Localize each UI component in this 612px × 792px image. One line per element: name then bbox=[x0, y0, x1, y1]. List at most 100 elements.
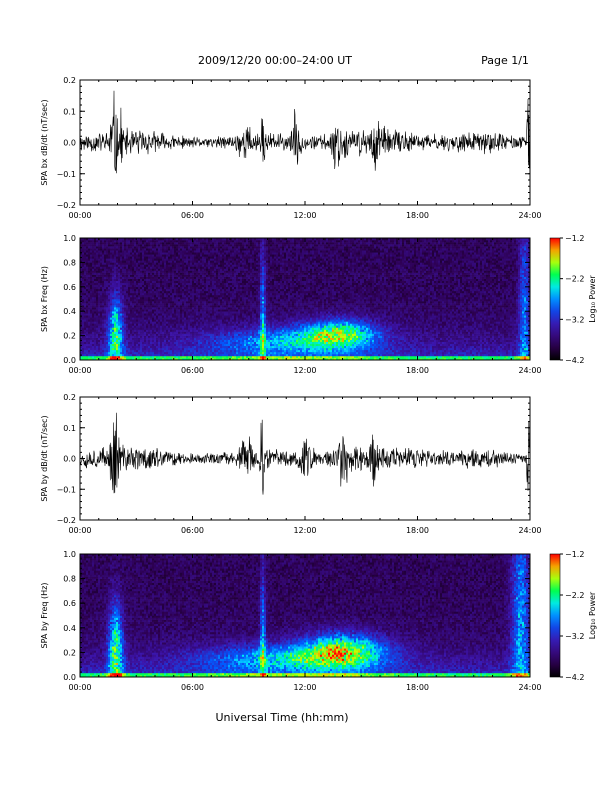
bx-spectrogram-cell bbox=[216, 266, 219, 269]
bx-spectrogram-cell bbox=[192, 250, 195, 253]
bx-spectrogram-cell bbox=[82, 315, 85, 318]
bx-spectrogram-cell bbox=[160, 268, 163, 271]
bx-spectrogram-cell bbox=[86, 315, 89, 318]
bx-spectrogram-cell bbox=[236, 341, 239, 345]
bx-spectrogram-cell bbox=[232, 341, 235, 345]
bx-spectrogram-cell bbox=[104, 274, 107, 277]
bx-spectrogram-cell bbox=[148, 274, 151, 277]
bx-spectrogram-cell bbox=[166, 276, 169, 279]
bx-spectrogram-cell bbox=[96, 272, 99, 275]
bx-spectrogram-cell bbox=[104, 288, 107, 292]
bx-spectrogram-cell bbox=[188, 280, 191, 284]
bx-spectrogram-cell bbox=[130, 270, 133, 273]
bx-spectrogram-cell bbox=[216, 351, 219, 355]
bx-spectrogram-cell bbox=[124, 260, 127, 263]
bx-spectrogram-cell bbox=[194, 276, 197, 279]
bx-spectrogram-cell bbox=[204, 351, 207, 355]
bx-spectrogram-cell bbox=[214, 347, 217, 351]
bx-spectrogram-cell bbox=[98, 319, 101, 322]
bx-spectrogram-cell bbox=[230, 357, 233, 361]
bx-spectrogram-cell bbox=[222, 282, 225, 286]
bx-spectrogram-cell bbox=[236, 282, 239, 286]
bx-spectrogram-cell bbox=[94, 280, 97, 284]
bx-spectrogram-cell bbox=[182, 351, 185, 355]
bx-spectrogram-cell bbox=[208, 284, 211, 288]
bx-spectrogram-cell bbox=[134, 357, 137, 361]
bx-spectrogram-cell bbox=[144, 284, 147, 288]
bx-spectrogram-cell bbox=[124, 244, 127, 247]
bx-spectrogram-cell bbox=[108, 288, 111, 292]
bx-spectrogram-cell bbox=[86, 339, 89, 342]
bx-spectrogram-cell bbox=[180, 272, 183, 275]
bx-spectrogram-cell bbox=[204, 347, 207, 351]
bx-spectrogram-cell bbox=[162, 248, 165, 251]
bx-spectrogram-cell bbox=[240, 288, 243, 292]
bx-spectrogram-cell bbox=[92, 242, 95, 245]
bx-spectrogram-cell bbox=[124, 343, 127, 347]
bx-spectrogram-cell bbox=[234, 333, 237, 336]
bx-spectrogram-cell bbox=[92, 353, 95, 357]
bx-spectrogram-cell bbox=[104, 311, 107, 314]
bx-spectrogram-cell bbox=[138, 252, 141, 255]
bx-spectrogram-cell bbox=[90, 248, 93, 251]
bx-spectrogram-cell bbox=[196, 284, 199, 288]
bx-spectrogram-cell bbox=[232, 256, 235, 259]
bx-spectrogram-cell bbox=[202, 264, 205, 267]
bx-spectrogram-cell bbox=[114, 341, 117, 345]
bx-spectrogram-cell bbox=[144, 294, 147, 298]
bx-spectrogram-cell bbox=[240, 268, 243, 271]
bx-spectrogram-cell bbox=[184, 307, 187, 310]
bx-spectrogram-cell bbox=[102, 353, 105, 357]
bx-spectrogram-cell bbox=[98, 268, 101, 271]
bx-spectrogram-cell bbox=[84, 254, 87, 257]
bx-spectrogram-cell bbox=[118, 305, 121, 308]
bx-spectrogram-cell bbox=[108, 268, 111, 271]
bx-spectrogram-cell bbox=[240, 353, 243, 357]
bx-spectrogram-cell bbox=[152, 325, 155, 328]
bx-spectrogram-cell bbox=[218, 276, 221, 279]
bx-spectrogram-cell bbox=[182, 339, 185, 342]
bx-spectrogram-cell bbox=[136, 301, 139, 304]
bx-spectrogram-cell bbox=[218, 270, 221, 273]
bx-spectrogram-cell bbox=[88, 315, 91, 318]
bx-spectrogram-cell bbox=[118, 299, 121, 302]
bx-spectrogram-cell bbox=[164, 315, 167, 318]
bx-spectrogram-cell bbox=[82, 246, 85, 249]
bx-spectrogram-cell bbox=[82, 355, 85, 359]
bx-spectrogram-cell bbox=[112, 270, 115, 273]
bx-spectrogram-cell bbox=[80, 238, 83, 241]
bx-spectrogram-cell bbox=[150, 244, 153, 247]
bx-spectrogram-cell bbox=[100, 246, 103, 249]
bx-spectrogram-cell bbox=[102, 323, 105, 326]
bx-spectrogram-cell bbox=[210, 323, 213, 326]
bx-spectrogram-cell bbox=[180, 278, 183, 281]
bx-spectrogram-cell bbox=[210, 262, 213, 265]
bx-spectrogram-cell bbox=[88, 266, 91, 269]
bx-spectrogram-cell bbox=[220, 254, 223, 257]
bx-spectrogram-cell bbox=[88, 248, 91, 251]
bx-spectrogram-cell bbox=[96, 242, 99, 245]
bx-spectrogram-cell bbox=[140, 355, 143, 359]
bx-spectrogram-cell bbox=[98, 339, 101, 342]
bx-spectrogram-cell bbox=[184, 260, 187, 263]
bx-spectrogram-cell bbox=[200, 256, 203, 259]
bx-spectrogram-cell bbox=[220, 327, 223, 330]
bx-spectrogram-cell bbox=[162, 284, 165, 288]
bx-spectrogram-cell bbox=[204, 317, 207, 320]
bx-spectrogram-cell bbox=[82, 349, 85, 353]
bx-spectrogram-cell bbox=[168, 337, 171, 340]
bx-spectrogram-cell bbox=[212, 337, 215, 340]
bx-spectrogram-cell bbox=[94, 252, 97, 255]
bx-spectrogram-cell bbox=[128, 345, 131, 349]
bx-spectrogram-cell bbox=[130, 313, 133, 316]
bx-spectrogram-cell bbox=[126, 256, 129, 259]
bx-spectrogram-cell bbox=[86, 331, 89, 334]
bx-spectrogram-cell bbox=[184, 256, 187, 259]
bx-spectrogram-cell bbox=[176, 343, 179, 347]
bx-spectrogram-cell bbox=[118, 242, 121, 245]
bx-spectrogram-cell bbox=[162, 250, 165, 253]
bx-spectrogram-cell bbox=[152, 270, 155, 273]
bx-spectrogram-cell bbox=[172, 303, 175, 306]
bx-spectrogram-cell bbox=[230, 335, 233, 338]
bx-spectrogram-cell bbox=[196, 321, 199, 324]
